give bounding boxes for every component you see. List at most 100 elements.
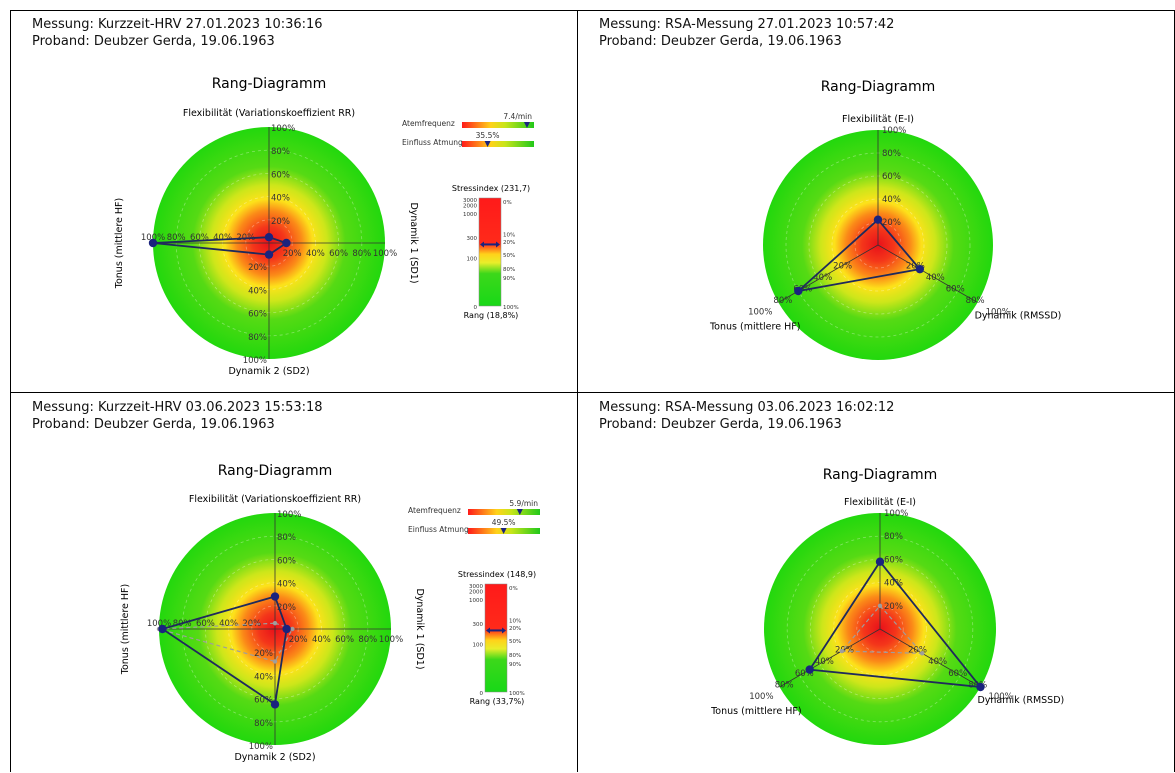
einfluss-label: Einfluss Atmung [408, 525, 469, 534]
tick-label: 20% [248, 263, 267, 273]
data-point [158, 624, 167, 634]
panel-header: Messung: RSA-Messung 27.01.2023 10:57:42… [599, 16, 894, 50]
tick-label: 60% [190, 233, 209, 243]
chart-title: Rang-Diagramm [212, 76, 327, 92]
tick-label: 80% [277, 533, 296, 543]
tick-label: 20% [271, 217, 290, 227]
axis-label: Flexibilität (Variationskoeffizient RR) [189, 494, 361, 505]
measurement-label: Messung: Kurzzeit-HRV 03.06.2023 15:53:1… [32, 400, 323, 415]
tick-label: 80% [167, 233, 186, 243]
stress-rank: Rang (18,8%) [464, 311, 519, 320]
stress-bar [478, 197, 502, 307]
stress-title: Stressindex (148,9) [458, 570, 536, 579]
einfluss-marker [500, 528, 507, 534]
stress-scale-label: 100 [467, 256, 478, 262]
data-point [805, 665, 814, 674]
data-point [794, 286, 803, 296]
stress-percent-label: 50% [509, 639, 521, 645]
stress-scale-label: 3000 [463, 198, 477, 204]
atem-bar [462, 122, 534, 128]
tick-label: 20% [884, 602, 903, 612]
rank-diagram-rsa-jan: Rang-Diagramm20%20%20%40%40%40%60%60%60%… [709, 79, 1061, 360]
stress-scale-label: 1000 [463, 212, 477, 218]
panel-rsa-jun: Messung: RSA-Messung 03.06.2023 16:02:12… [578, 392, 1175, 772]
series-line [795, 218, 922, 293]
tick-label: 20% [254, 649, 273, 659]
tick-label: 80% [358, 635, 377, 645]
tick-label: 20% [906, 262, 925, 272]
stress-scale-label: 2000 [469, 589, 483, 595]
rank-diagram-rsa-jun: Rang-Diagramm20%20%20%40%40%40%60%60%60%… [710, 467, 1064, 745]
axis-label: Tonus (mittlere HF) [114, 198, 125, 289]
tick-label: 40% [815, 657, 834, 667]
atem-value: 7.4/min [503, 112, 532, 121]
stress-scale-label: 0 [480, 691, 484, 697]
rank-diagram-hrv-jun: Rang-Diagramm 20% 20% 20% 20% 40% 40% 40% 40% 60%… [120, 463, 540, 763]
atem-label: Atemfrequenz [402, 119, 455, 128]
axis-label: Dynamik 1 (SD1) [414, 588, 425, 669]
tick-label: 100% [373, 249, 397, 259]
tick-label: 80% [884, 532, 903, 542]
tick-label: 80% [775, 680, 794, 690]
tick-label: 40% [213, 233, 232, 243]
stress-marker-left [480, 241, 484, 248]
tick-label: 100% [379, 635, 403, 645]
stress-percent-label: 20% [503, 240, 515, 246]
data-point [264, 233, 274, 242]
measurement-label: Messung: Kurzzeit-HRV 27.01.2023 10:36:1… [32, 17, 323, 32]
stress-percent-label: 50% [503, 253, 515, 259]
tick-label: 100% [271, 124, 295, 134]
rank-diagram-hrv-jan: Rang-Diagramm 20% 20% 20% 20% 40% 40% 40% 40% 60%… [114, 76, 534, 377]
data-point [272, 621, 278, 626]
tick-label: 40% [312, 635, 331, 645]
einfluss-value: 49.5% [492, 518, 516, 527]
axis-label: Flexibilität (Variationskoeffizient RR) [183, 108, 355, 119]
tick-label: 60% [271, 170, 290, 180]
atem-marker [523, 122, 530, 128]
stress-scale-label: 100 [473, 642, 484, 648]
series-line [840, 604, 924, 654]
data-point [875, 557, 885, 566]
stress-scale-label: 300 [467, 236, 478, 242]
tick-label: 20% [283, 249, 302, 259]
radar-grid-ring [854, 221, 902, 269]
radar-grid-ring [809, 558, 950, 699]
panel-hrv-jan: Messung: Kurzzeit-HRV 27.01.2023 10:36:1… [10, 10, 578, 392]
tick-label: 40% [271, 194, 290, 204]
tick-label: 20% [277, 603, 296, 613]
stress-marker-right [502, 627, 506, 634]
atem-value: 5.9/min [509, 499, 538, 508]
stress-percent-label: 10% [509, 619, 521, 625]
einfluss-label: Einfluss Atmung [402, 138, 463, 147]
tick-label: 80% [966, 296, 985, 306]
tick-label: 80% [271, 147, 290, 157]
tick-label: 80% [254, 719, 273, 729]
tick-label: 60% [335, 635, 354, 645]
subject-label: Proband: Deubzer Gerda, 19.06.1963 [32, 417, 275, 432]
radar-axis [877, 244, 978, 303]
stress-percent-label: 80% [509, 653, 521, 659]
data-point [272, 659, 278, 664]
panel-hrv-jun: Messung: Kurzzeit-HRV 03.06.2023 15:53:1… [10, 392, 578, 772]
tick-label: 20% [908, 646, 927, 656]
einfluss-value: 35.5% [476, 131, 500, 140]
tick-label: 40% [306, 249, 325, 259]
radar-axis [879, 628, 981, 688]
atem-marker [516, 509, 523, 515]
data-point [282, 624, 291, 634]
tick-label: 60% [277, 556, 296, 566]
tick-label: 40% [254, 672, 273, 682]
data-point [282, 238, 291, 248]
table-top-border [10, 10, 1175, 11]
stress-percent-label: 0% [503, 200, 512, 206]
axis-label: Dynamik 2 (SD2) [234, 752, 315, 763]
tick-label: 100% [141, 233, 165, 243]
stress-percent-label: 20% [509, 626, 521, 632]
data-point [839, 648, 845, 654]
axis-label: Tonus (mittlere HF) [710, 706, 801, 717]
subject-label: Proband: Deubzer Gerda, 19.06.1963 [599, 34, 842, 49]
stress-percent-label: 90% [509, 662, 521, 668]
tick-label: 80% [882, 149, 901, 159]
stress-percent-label: 80% [503, 267, 515, 273]
